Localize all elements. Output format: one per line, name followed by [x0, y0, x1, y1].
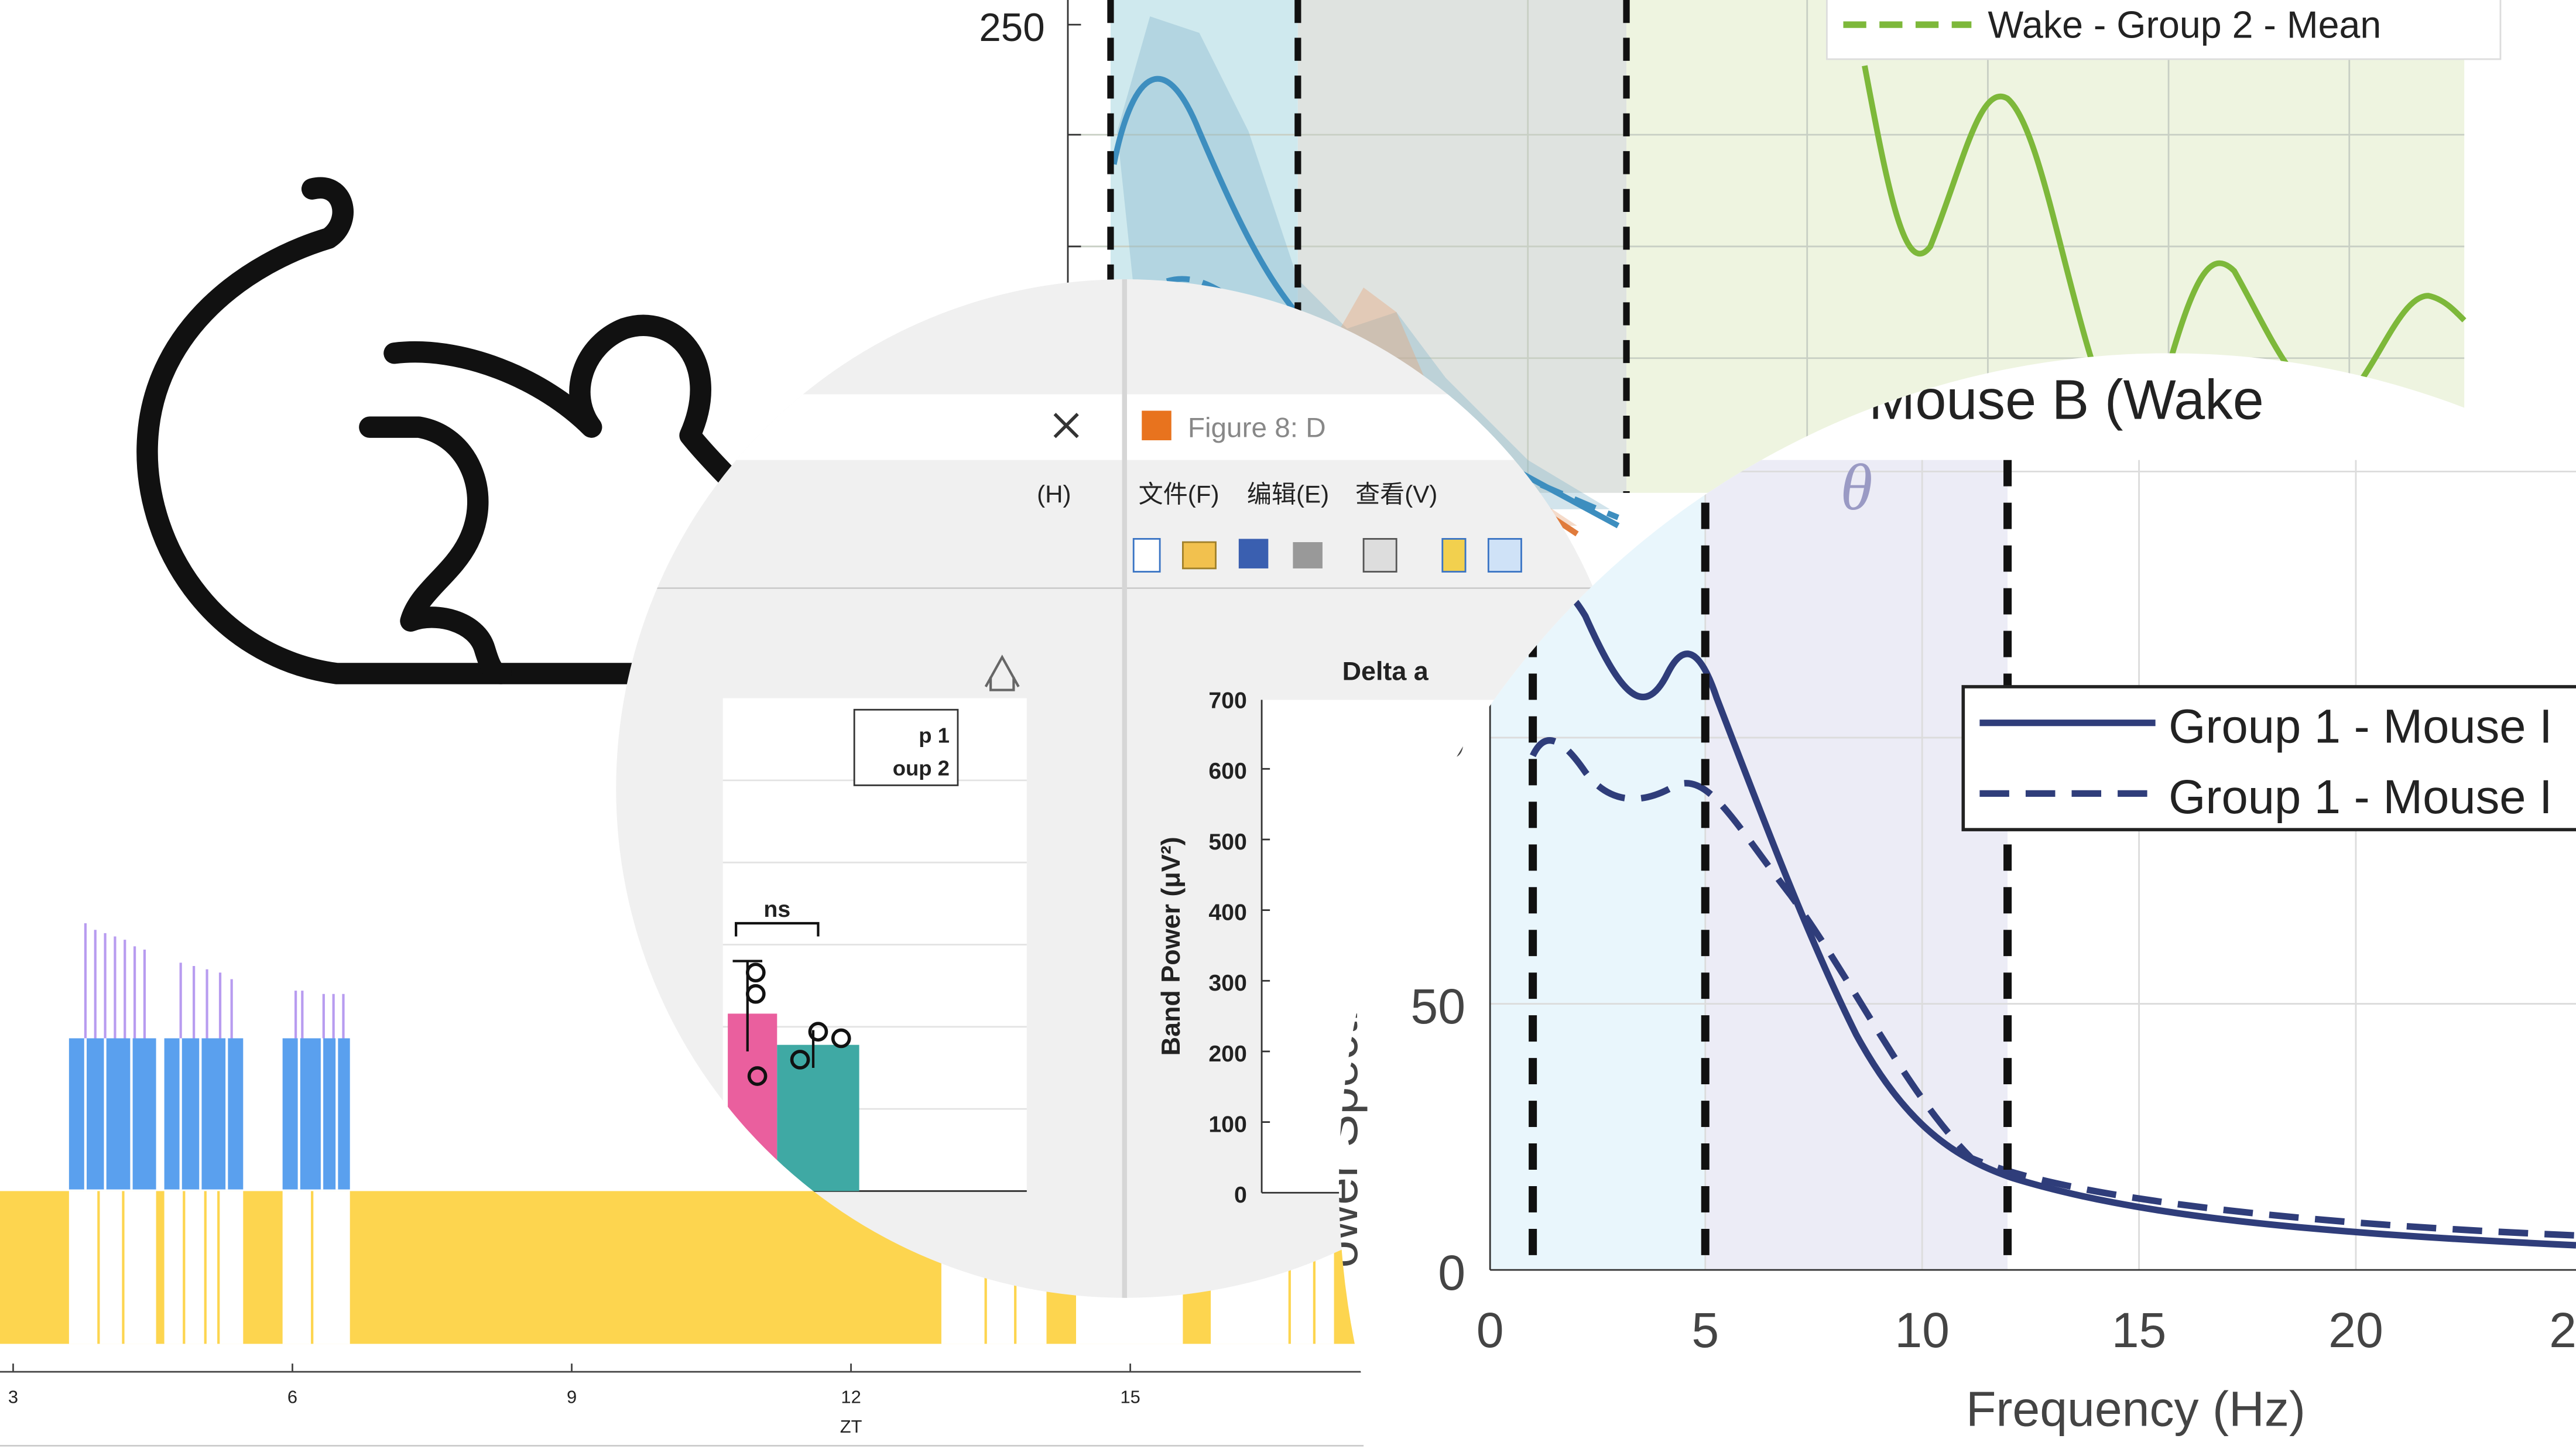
nrem-block	[164, 1038, 244, 1190]
legend-label: oup 2	[893, 756, 950, 780]
x-tick-label: 15	[2112, 1303, 2167, 1358]
y-tick-label: 200	[1208, 1041, 1247, 1067]
x-tick-label: 15	[1120, 1386, 1140, 1407]
menu-item[interactable]: 编辑(E)	[1247, 481, 1329, 508]
legend-label: p 1	[919, 723, 950, 747]
x-axis-label: ZT	[840, 1416, 862, 1437]
legend	[853, 708, 959, 786]
y-tick-label: 250	[979, 6, 1044, 50]
y-tick-label: 0	[1234, 1182, 1247, 1208]
y-tick-label: 300	[1208, 970, 1247, 996]
x-axis-label: Frequency (Hz)	[1966, 1382, 2306, 1437]
nrem-block	[282, 1038, 350, 1190]
y-tick-label: 50	[1410, 979, 1465, 1034]
sig-label: ns	[763, 896, 790, 922]
app-icon	[1142, 410, 1171, 441]
x-tick-label: 9	[567, 1386, 577, 1407]
x-tick-label: 0	[1477, 1303, 1504, 1358]
bar	[777, 1044, 859, 1191]
y-tick-label: 500	[1208, 829, 1247, 855]
x-tick-label: 20	[2328, 1303, 2383, 1358]
x-tick-label: 6	[287, 1386, 297, 1407]
legend-label: Group 1 - Mouse I	[2169, 770, 2553, 824]
x-ticks	[12, 1364, 1132, 1372]
window-title: Figure 8: D	[1188, 412, 1326, 443]
x-tick-label: 12	[841, 1386, 861, 1407]
plot-title: Delta a	[1342, 656, 1429, 686]
curve	[1530, 737, 2576, 1239]
legend	[1826, 0, 2502, 60]
band-label: θ	[1840, 451, 1872, 524]
y-ticks	[1262, 768, 1270, 1123]
divider	[1122, 279, 1127, 1298]
theta-band	[1705, 460, 2008, 1270]
rem-lines	[84, 923, 345, 1039]
menu-item[interactable]: (H)	[1037, 481, 1071, 508]
band-dividers	[1107, 0, 1630, 493]
x-tick-label: 3	[8, 1386, 18, 1407]
nrem-block	[68, 1038, 156, 1190]
zoom-circle: θ p 1 - Mouse B (Wake Group 1 - Mouse I …	[1338, 353, 2576, 1449]
y-axis-label: Band Power (μV²)	[1156, 837, 1186, 1056]
legend-label: Group 1 - Mouse I	[2169, 700, 2553, 753]
x-tick-label: 10	[1895, 1303, 1950, 1358]
gap	[68, 1191, 156, 1344]
y-tick-label: 100	[1208, 1111, 1247, 1137]
band-area	[1117, 16, 1610, 509]
sig-bracket	[735, 922, 820, 937]
bar	[728, 1013, 777, 1191]
home-icon[interactable]	[984, 655, 1020, 691]
y-tick-label: 700	[1208, 687, 1247, 713]
menu-item[interactable]: 查看(V)	[1355, 481, 1437, 508]
legend	[1961, 685, 2576, 831]
legend-label: Wake - Group 2 - Mean	[1988, 4, 2381, 46]
menu-item[interactable]: 文件(F)	[1139, 481, 1220, 508]
nrem-gaps	[84, 1038, 338, 1190]
x-tick-label: 2	[2549, 1303, 2576, 1358]
y-tick-label: 0	[1438, 1245, 1465, 1300]
y-tick-label: 400	[1208, 899, 1247, 925]
toolbar[interactable]	[1132, 538, 1522, 573]
y-tick-label: 600	[1208, 758, 1247, 784]
gap	[282, 1191, 350, 1344]
close-button[interactable]	[1053, 413, 1079, 439]
gap	[164, 1191, 244, 1344]
points	[745, 962, 851, 1086]
x-tick-label: 5	[1691, 1303, 1719, 1358]
